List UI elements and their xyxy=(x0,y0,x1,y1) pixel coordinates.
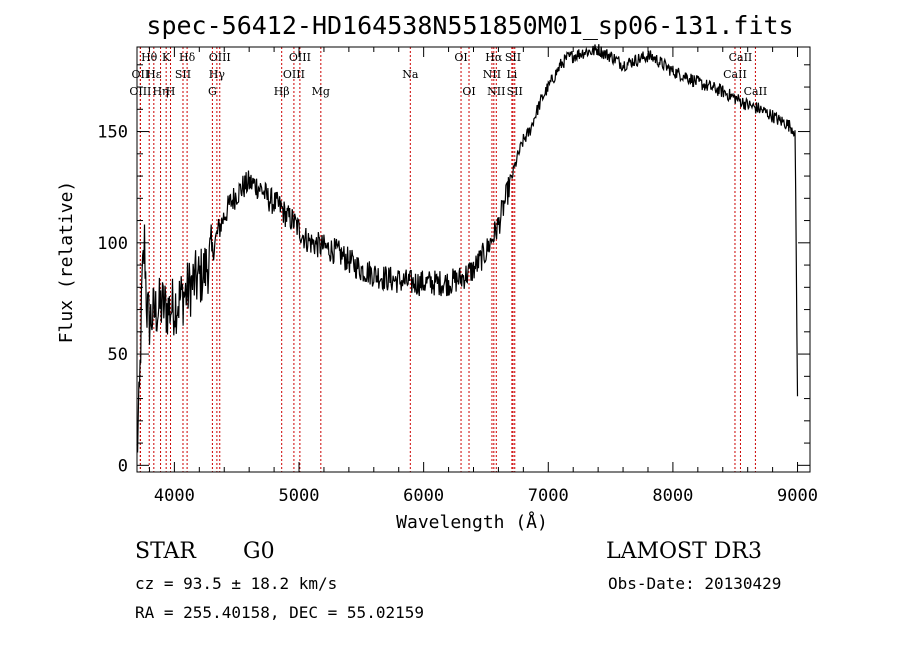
line-label-18: OI xyxy=(462,85,475,98)
line-label-21: NII xyxy=(487,85,505,98)
line-label-5: K xyxy=(162,51,171,64)
line-label-3: Hε xyxy=(146,68,162,81)
line-label-17: OI xyxy=(454,51,467,64)
line-label-27: CaII xyxy=(744,85,768,98)
line-label-20: NII xyxy=(483,68,501,81)
object-subclass: G0 xyxy=(243,539,275,564)
line-label-9: OIII xyxy=(209,51,231,64)
line-label-14: OIII xyxy=(289,51,311,64)
y-axis-label: Flux (relative) xyxy=(56,181,77,344)
emission-line-markers xyxy=(139,47,756,472)
line-label-15: Mg xyxy=(312,85,330,98)
axis-tick-labels: 4000 5000 6000 7000 8000 9000 0 50 100 150 xyxy=(97,123,818,506)
line-label-12: Hβ xyxy=(274,85,290,98)
line-label-16: Na xyxy=(402,68,419,81)
object-class: STAR xyxy=(135,539,196,564)
spectrum-series-line xyxy=(136,44,799,453)
line-label-22: SII xyxy=(505,51,521,64)
y-tick-label-1: 50 xyxy=(108,345,128,365)
y-tick-label-2: 100 xyxy=(97,234,128,254)
line-label-8: Hδ xyxy=(179,51,196,64)
line-label-6: SII xyxy=(175,68,191,81)
y-tick-label-3: 150 xyxy=(97,123,128,143)
x-tick-label-2: 6000 xyxy=(403,486,444,506)
line-label-1: OIII xyxy=(129,85,151,98)
line-label-19: Hα xyxy=(485,51,503,64)
x-tick-label-4: 8000 xyxy=(652,486,693,506)
line-label-13: OIII xyxy=(283,68,305,81)
plot-frame xyxy=(136,46,811,473)
y-tick-label-0: 0 xyxy=(118,456,128,476)
x-tick-label-5: 9000 xyxy=(777,486,818,506)
chart-title: spec-56412-HD164538N551850M01_sp06-131.f… xyxy=(146,11,793,40)
line-label-25: CaII xyxy=(723,68,747,81)
line-label-26: CaII xyxy=(729,51,753,64)
survey-name: LAMOST DR3 xyxy=(606,539,762,564)
line-label-7: H xyxy=(166,85,176,98)
redshift-velocity: cz = 93.5 ± 18.2 km/s xyxy=(135,574,338,593)
line-label-23: Li xyxy=(506,68,517,81)
line-label-24: SII xyxy=(507,85,523,98)
line-label-4: Hη xyxy=(152,85,168,98)
coordinates: RA = 255.40158, DEC = 55.02159 xyxy=(135,603,424,622)
line-label-2: Hθ xyxy=(141,51,158,64)
line-label-0: OII xyxy=(132,68,150,81)
x-tick-label-0: 4000 xyxy=(154,486,195,506)
line-label-11: G xyxy=(208,85,217,98)
x-tick-label-1: 5000 xyxy=(279,486,320,506)
emission-line-labels: OII OIII Hθ Hε Hη K SII H Hδ OIII Hγ G Hβ OIII OIII Mg N… xyxy=(129,51,767,98)
axis-ticks xyxy=(137,47,810,472)
line-label-10: Hγ xyxy=(209,68,226,81)
x-axis-label: Wavelength (Å) xyxy=(396,511,548,533)
x-tick-label-3: 7000 xyxy=(528,486,569,506)
observation-date: Obs-Date: 20130429 xyxy=(608,574,782,593)
